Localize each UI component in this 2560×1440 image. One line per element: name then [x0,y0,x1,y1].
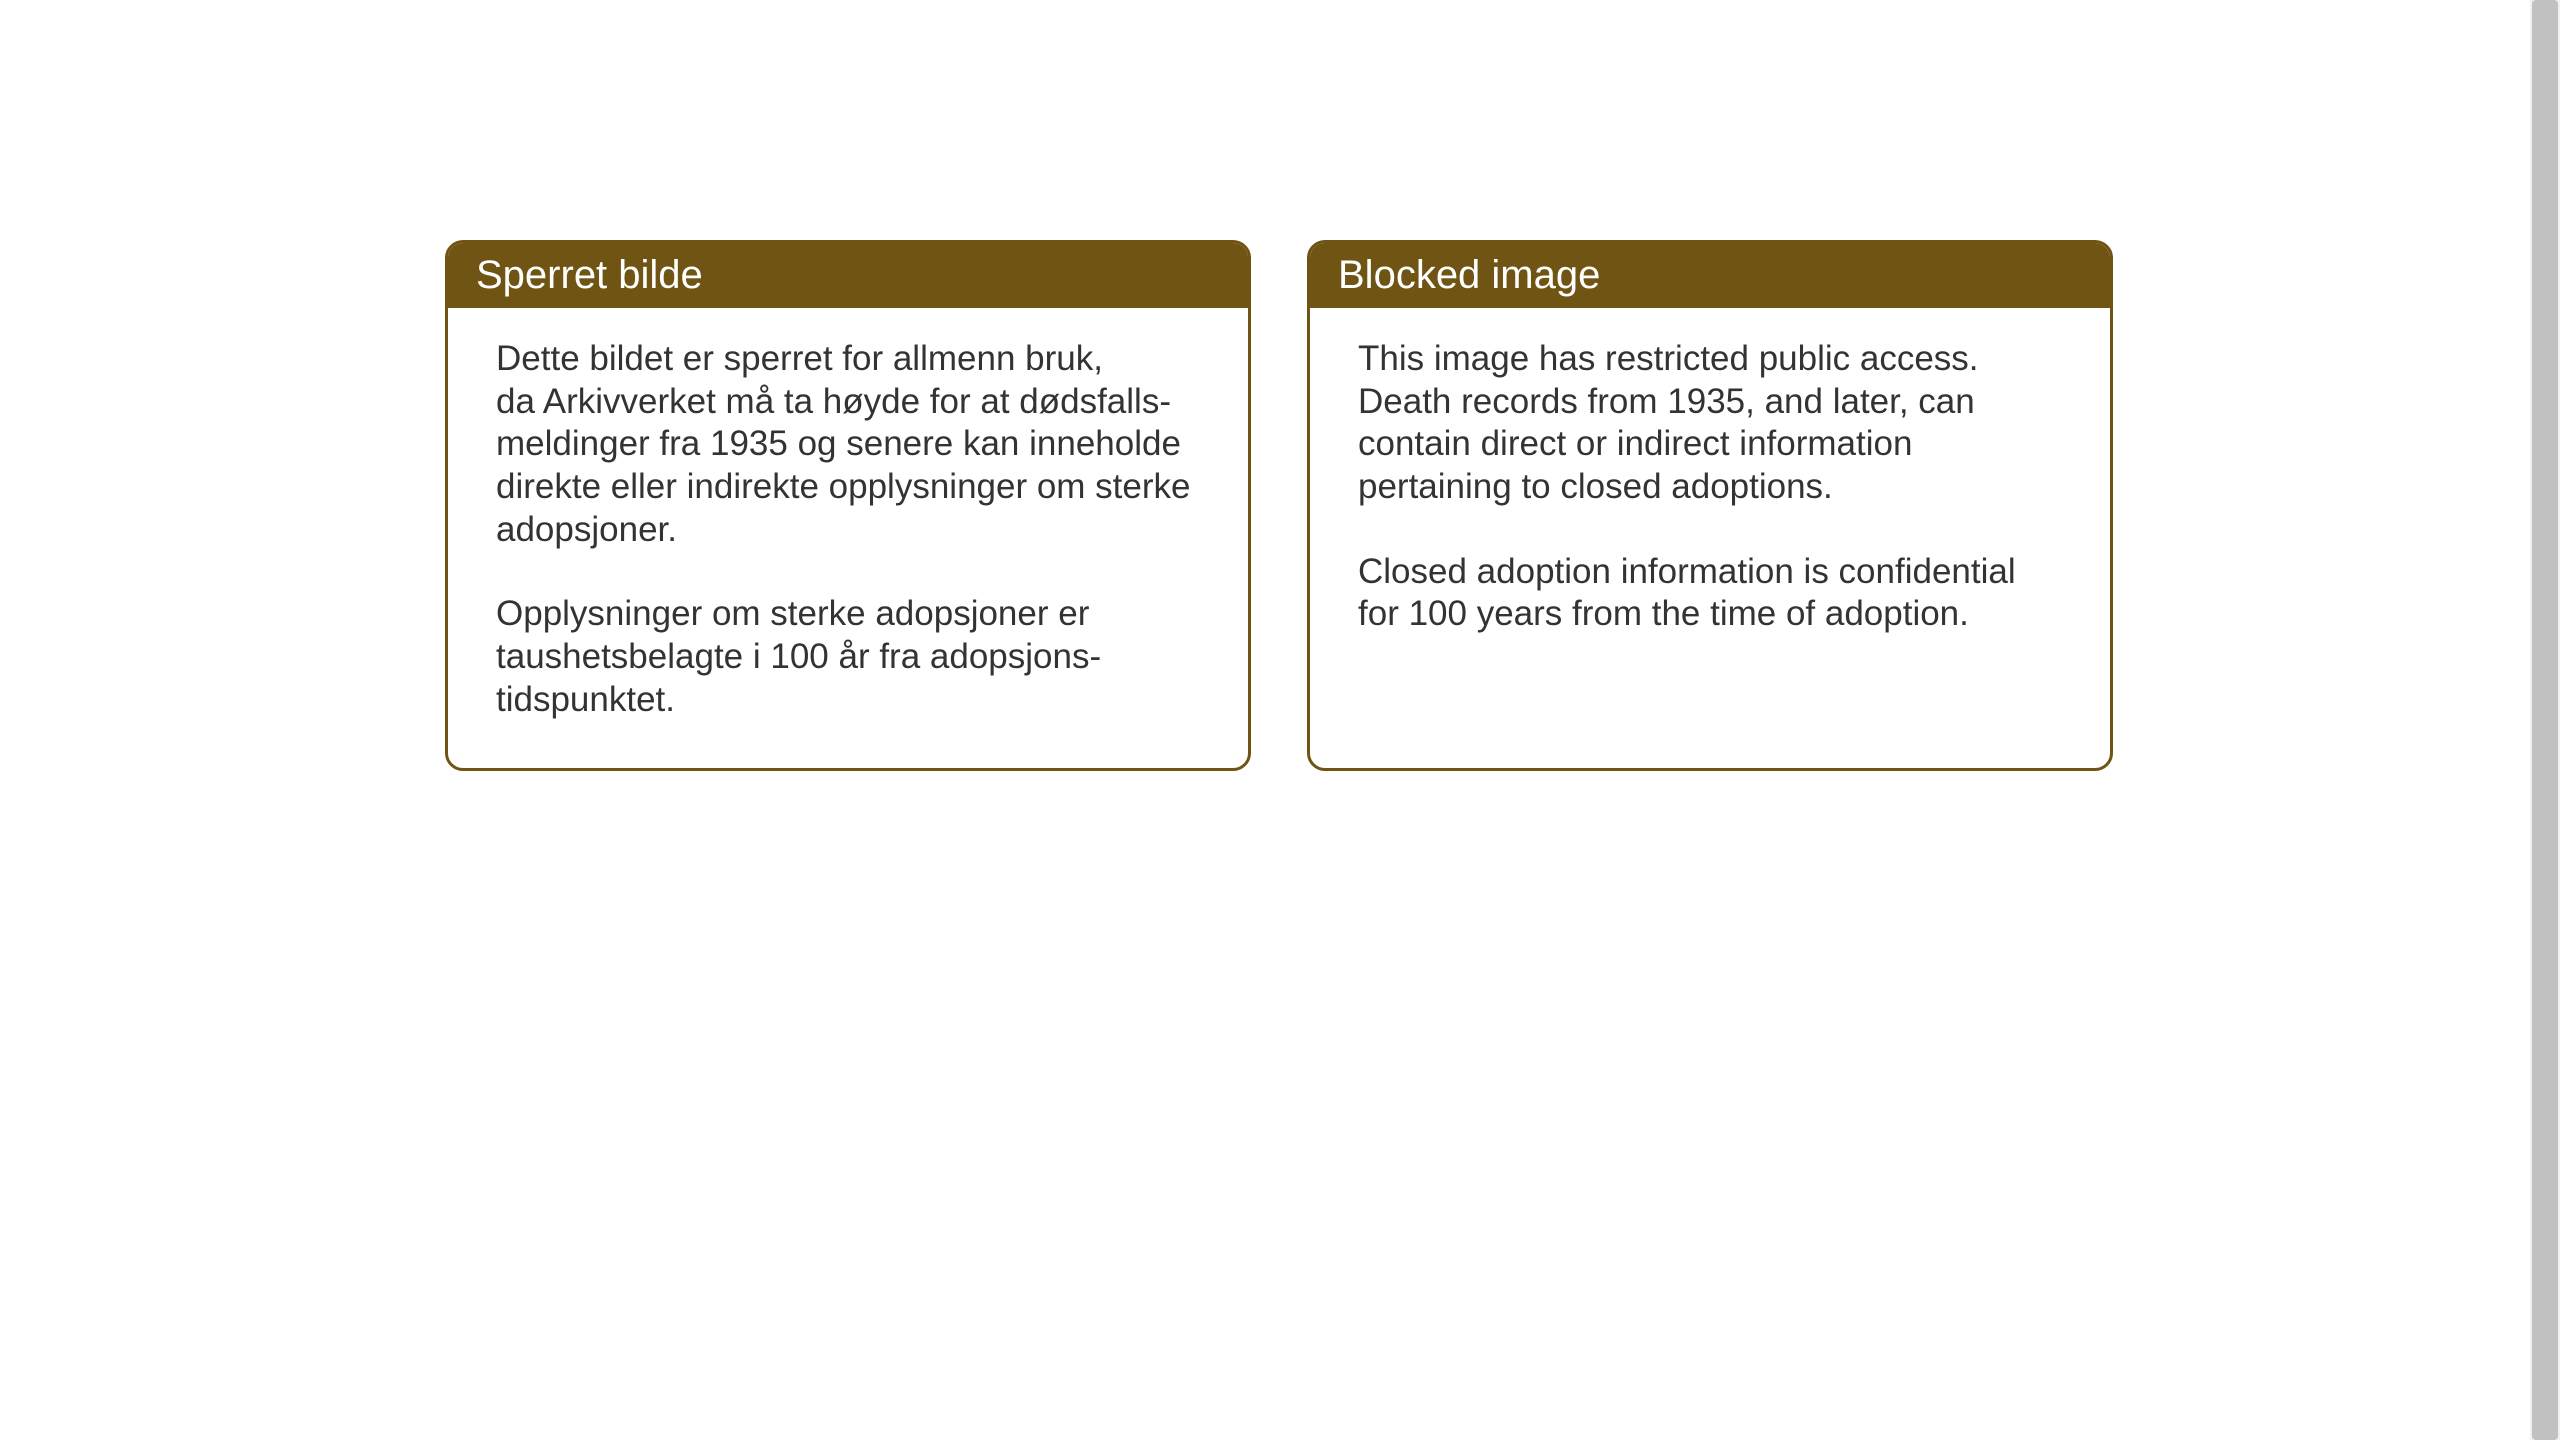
vertical-scrollbar[interactable] [2530,0,2560,1440]
notice-container: Sperret bilde Dette bildet er sperret fo… [445,240,2113,771]
english-notice-box: Blocked image This image has restricted … [1307,240,2113,771]
norwegian-paragraph-2: Opplysninger om sterke adopsjoner ertaus… [496,593,1200,721]
english-notice-body: This image has restricted public access.… [1310,308,2110,682]
norwegian-notice-body: Dette bildet er sperret for allmenn bruk… [448,308,1248,768]
norwegian-title: Sperret bilde [476,253,703,297]
english-paragraph-2: Closed adoption information is confident… [1358,551,2062,636]
english-title: Blocked image [1338,253,1600,297]
norwegian-paragraph-1: Dette bildet er sperret for allmenn bruk… [496,338,1200,551]
english-notice-header: Blocked image [1310,243,2110,308]
norwegian-notice-box: Sperret bilde Dette bildet er sperret fo… [445,240,1251,771]
scrollbar-thumb[interactable] [2532,0,2558,1440]
norwegian-notice-header: Sperret bilde [448,243,1248,308]
english-paragraph-1: This image has restricted public access.… [1358,338,2062,509]
